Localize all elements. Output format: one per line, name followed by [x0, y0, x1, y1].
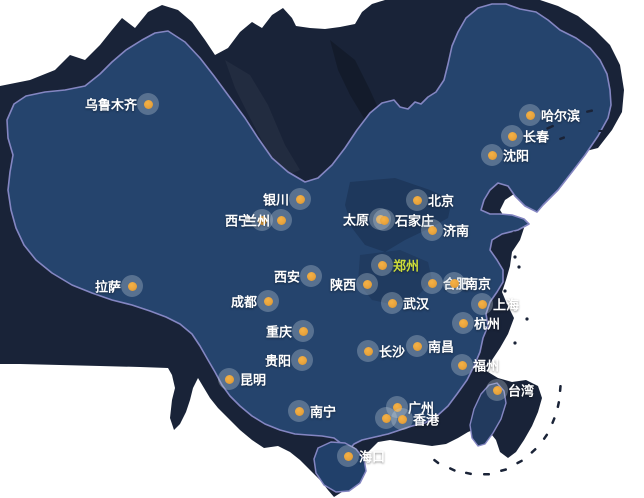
city-label: 石家庄 [395, 214, 435, 230]
city-dot-icon [257, 215, 267, 225]
city-dot-icon [263, 296, 273, 306]
city-label: 重庆 [265, 325, 292, 341]
island-dashes [433, 109, 603, 476]
city-dot-icon [381, 413, 391, 423]
city-label: 长沙 [379, 345, 406, 361]
city-label: 拉萨 [94, 280, 121, 296]
city-label: 南昌 [428, 340, 455, 356]
city-dot-icon [362, 279, 372, 289]
city-label: 北京 [428, 194, 455, 210]
city-label: 银川 [262, 193, 289, 209]
city-dot-icon [306, 271, 316, 281]
city-dot-icon [507, 131, 517, 141]
city-label: 广州 [408, 401, 435, 417]
city-label: 上海 [493, 298, 520, 314]
city-dot-icon [143, 99, 153, 109]
city-dot-icon [477, 299, 487, 309]
city-dot-icon [492, 385, 502, 395]
city-label: 陕西 [329, 278, 356, 294]
china-mainland[interactable] [6, 3, 612, 453]
city-label: 福州 [473, 359, 500, 375]
city-label: 济南 [443, 224, 470, 240]
city-dot-icon [297, 355, 307, 365]
province-shade-north [345, 178, 452, 252]
city-dot-icon [412, 195, 422, 205]
city-label: 兰州 [243, 214, 270, 230]
city-label: 武汉 [403, 297, 430, 313]
city-label: 香港 [413, 413, 440, 429]
city-dot-icon [487, 150, 497, 160]
city-label: 郑州 [393, 259, 420, 275]
city-label: 成都 [230, 295, 257, 311]
city-dot-icon [412, 341, 422, 351]
city-label: 南宁 [310, 405, 337, 421]
city-label: 杭州 [474, 317, 501, 333]
city-label: 长春 [523, 130, 550, 146]
city-label: 台湾 [508, 384, 535, 400]
city-dot-icon [127, 281, 137, 291]
city-dot-icon [298, 326, 308, 336]
city-dot-icon [294, 406, 304, 416]
city-dot-icon [457, 360, 467, 370]
taiwan-island[interactable] [469, 382, 507, 447]
city-label: 沈阳 [503, 149, 530, 165]
city-dot-icon [343, 451, 353, 461]
city-dot-icon [363, 346, 373, 356]
city-dot-icon [525, 110, 535, 120]
hainan-island[interactable] [313, 441, 367, 493]
city-label: 西宁 [224, 214, 251, 230]
city-dot-icon [397, 414, 407, 424]
city-dot-icon [392, 402, 402, 412]
city-dot-icon [224, 374, 234, 384]
city-label: 西安 [273, 270, 300, 286]
city-dot-icon [379, 215, 389, 225]
city-label: 南京 [465, 277, 492, 293]
province-shade-central [358, 250, 432, 305]
city-dot-icon [276, 215, 286, 225]
city-label: 昆明 [240, 373, 267, 389]
city-label: 乌鲁木齐 [84, 98, 137, 114]
backdrop-terrain-dark [330, 40, 380, 120]
city-label: 贵阳 [264, 354, 291, 370]
city-dot-icon [387, 298, 397, 308]
city-dot-icon [449, 278, 459, 288]
city-dot-icon [427, 225, 437, 235]
city-label: 哈尔滨 [541, 109, 581, 125]
city-label: 海口 [359, 450, 386, 466]
city-dot-icon [427, 278, 437, 288]
city-dot-icon [458, 318, 468, 328]
backdrop-terrain-light [225, 60, 300, 175]
city-dot-icon [295, 194, 305, 204]
city-label: 太原 [342, 213, 369, 229]
city-dot-icon [377, 260, 387, 270]
